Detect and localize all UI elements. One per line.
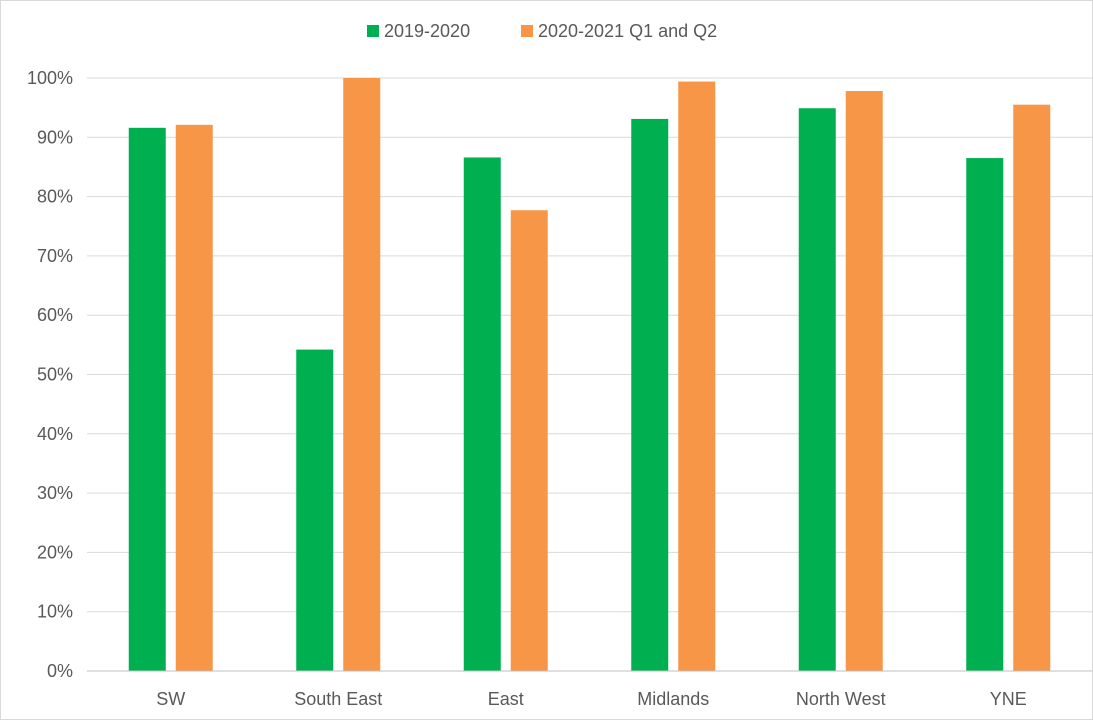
x-axis-tick-labels: SW South East East Midlands North West YNE xyxy=(156,689,1027,709)
bars xyxy=(128,78,1051,672)
x-tick-label: SW xyxy=(156,689,185,709)
y-tick-label: 80% xyxy=(37,187,73,207)
bar-series2 xyxy=(1013,104,1051,671)
bar-series1 xyxy=(463,157,501,671)
bar-series2 xyxy=(678,81,716,672)
bar-series2 xyxy=(845,91,883,671)
x-tick-label: Midlands xyxy=(637,689,709,709)
y-tick-label: 0% xyxy=(47,661,73,681)
bar-series2 xyxy=(175,124,213,672)
x-tick-label: YNE xyxy=(990,689,1027,709)
legend: 2019-2020 2020-2021 Q1 and Q2 xyxy=(367,21,717,41)
x-tick-label: East xyxy=(488,689,524,709)
x-tick-label: South East xyxy=(294,689,382,709)
y-axis-tick-labels: 0% 10% 20% 30% 40% 50% 60% 70% 80% 90% 100% xyxy=(27,68,73,681)
legend-swatch xyxy=(367,25,379,37)
bar-series1 xyxy=(128,127,166,671)
bar-series2 xyxy=(510,210,548,671)
x-tick-label: North West xyxy=(796,689,886,709)
y-tick-label: 90% xyxy=(37,127,73,147)
y-tick-label: 100% xyxy=(27,68,73,88)
legend-item: 2020-2021 Q1 and Q2 xyxy=(521,21,717,41)
legend-label: 2019-2020 xyxy=(384,21,470,41)
bar-series2 xyxy=(343,78,381,671)
bar-series1 xyxy=(798,108,836,672)
y-tick-label: 10% xyxy=(37,602,73,622)
legend-item: 2019-2020 xyxy=(367,21,470,41)
legend-swatch xyxy=(521,25,533,37)
bar-series1 xyxy=(966,158,1004,671)
legend-label: 2020-2021 Q1 and Q2 xyxy=(538,21,717,41)
y-tick-label: 40% xyxy=(37,424,73,444)
bar-series1 xyxy=(296,349,334,671)
y-tick-label: 60% xyxy=(37,305,73,325)
y-tick-label: 30% xyxy=(37,483,73,503)
y-tick-label: 20% xyxy=(37,542,73,562)
y-tick-label: 70% xyxy=(37,246,73,266)
y-tick-label: 50% xyxy=(37,365,73,385)
bar-series1 xyxy=(631,118,669,672)
gridlines xyxy=(87,77,1092,613)
